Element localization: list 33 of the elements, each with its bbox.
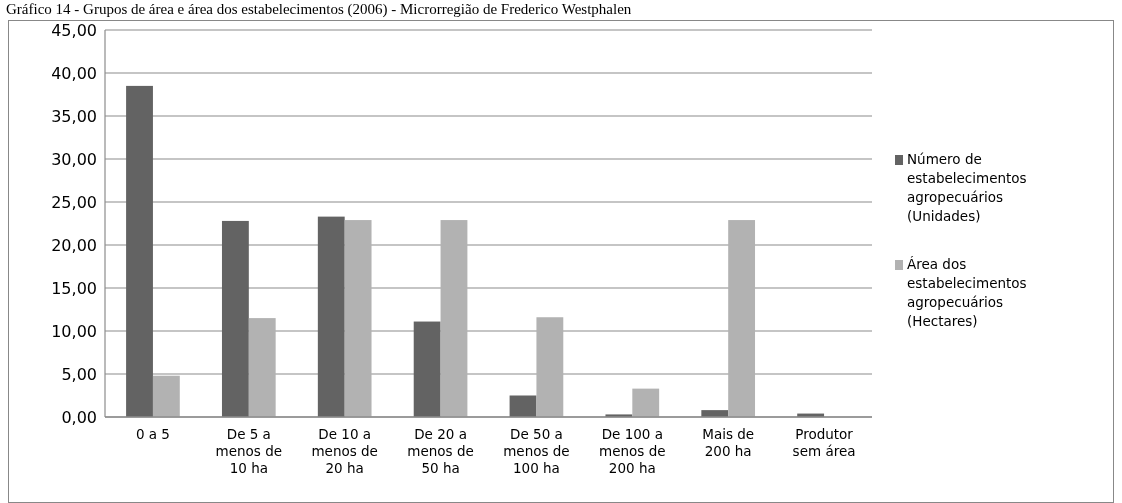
bar — [536, 317, 564, 417]
x-tick-label: 0 a 5 — [135, 426, 170, 442]
x-tick-label: Mais de 200 ha — [702, 426, 755, 459]
bar — [344, 220, 372, 417]
x-tick-label: Produtor sem área — [792, 426, 856, 459]
bar — [221, 220, 249, 417]
bar — [317, 216, 345, 417]
chart-title: Gráfico 14 - Grupos de área e área dos estabelecimentos (2006) - Microrregião de Frederico Westphalen — [6, 1, 632, 18]
x-tick-label: De 100 a menos de 200 ha — [599, 426, 666, 476]
y-tick-label: 40,00 — [51, 63, 97, 83]
bar — [632, 388, 660, 417]
bar — [509, 395, 537, 417]
y-tick-label: 45,00 — [51, 20, 97, 40]
y-tick-label: 35,00 — [51, 106, 97, 126]
y-tick-label: 5,00 — [61, 364, 97, 384]
bar — [126, 85, 153, 417]
legend-label: Área dos estabelecimentos agropecuários (Hectares) — [907, 256, 1027, 329]
bar — [413, 321, 441, 417]
y-tick-label: 15,00 — [51, 278, 97, 298]
y-tick-label: 20,00 — [51, 235, 97, 255]
x-tick-label: De 50 a menos de 100 ha — [503, 426, 570, 476]
y-tick-label: 30,00 — [51, 149, 97, 169]
bar — [728, 220, 756, 417]
bar — [440, 220, 468, 417]
y-tick-label: 10,00 — [51, 321, 97, 341]
x-tick-label: De 10 a menos de 20 ha — [311, 426, 378, 476]
bar — [248, 318, 276, 417]
y-tick-label: 25,00 — [51, 192, 97, 212]
legend-label: Número de estabelecimentos agropecuários (Unidades) — [907, 151, 1027, 224]
bar — [152, 375, 180, 417]
y-tick-label: 0,00 — [61, 407, 97, 427]
x-tick-label: De 20 a menos de 50 ha — [407, 426, 474, 476]
x-tick-label: De 5 a menos de 10 ha — [215, 426, 283, 476]
